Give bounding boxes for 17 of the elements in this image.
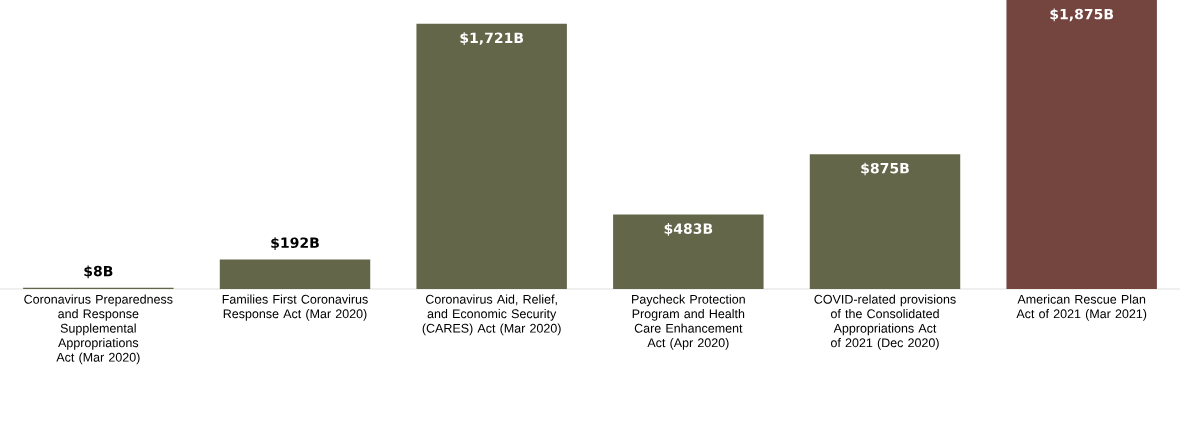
- data-label: $8B: [84, 265, 113, 279]
- bar: [416, 23, 567, 289]
- bar: [613, 214, 764, 289]
- bar: [1006, 0, 1157, 289]
- data-label: $483B: [664, 223, 713, 236]
- x-tick-label: Coronavirus Preparedness and Response Supplemental Appropriations Act (Mar 2020): [24, 294, 173, 365]
- data-label: $1,721B: [460, 32, 524, 45]
- x-tick-label: COVID-related provisions of the Consolidated Appropriations Act of 2021 (Dec 2020): [814, 294, 956, 350]
- x-tick-label: American Rescue Plan Act of 2021 (Mar 2021): [1016, 294, 1147, 321]
- bar: [809, 154, 961, 289]
- bar: [219, 259, 371, 289]
- x-tick-label: Paycheck Protection Program and Health Care Enhancement Act (Apr 2020): [632, 294, 745, 350]
- data-label: $875B: [861, 162, 909, 176]
- x-tick-label: Coronavirus Aid, Relief, and Economic Security (CARES) Act (Mar 2020): [422, 294, 561, 336]
- data-label: $192B: [271, 237, 319, 250]
- data-label: $1,875B: [1050, 8, 1114, 22]
- x-tick-label: Families First Coronavirus Response Act (Mar 2020): [222, 294, 368, 321]
